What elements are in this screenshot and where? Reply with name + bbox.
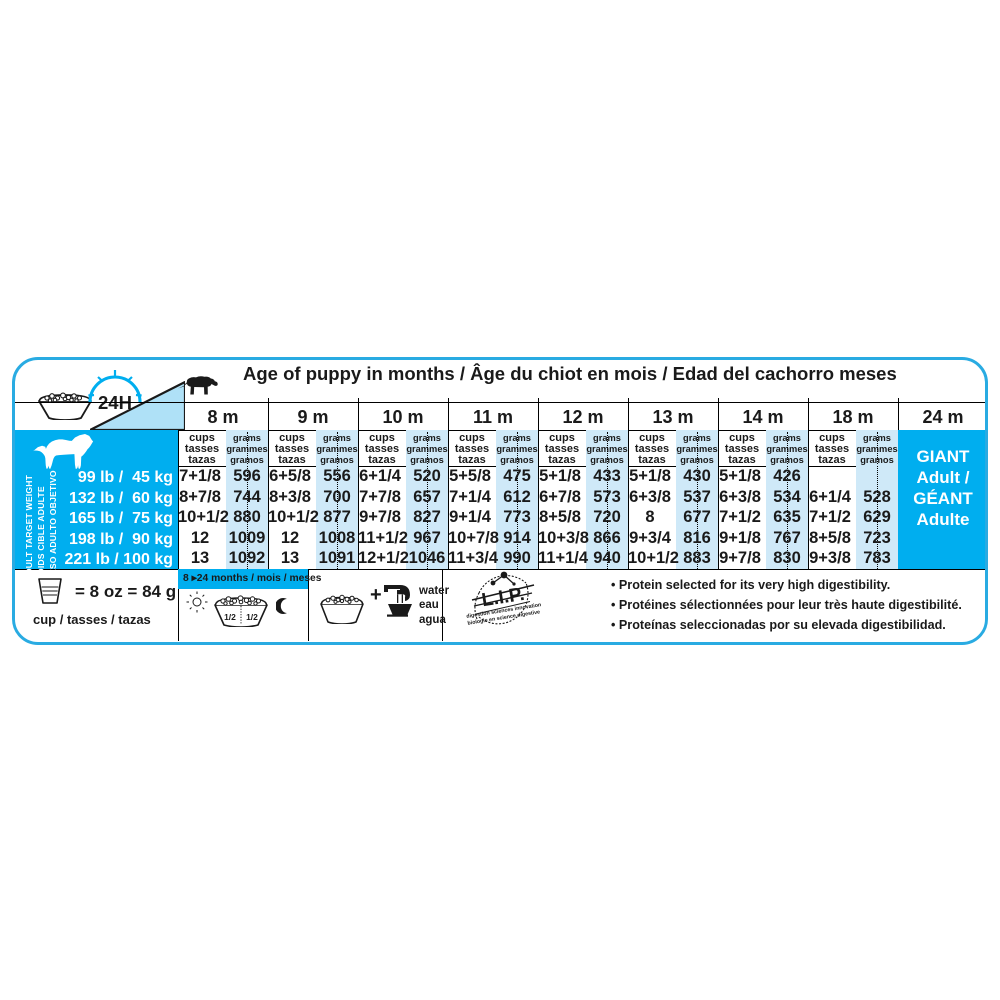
svg-text:1/2: 1/2 xyxy=(246,612,258,622)
svg-text:1/2: 1/2 xyxy=(224,612,236,622)
